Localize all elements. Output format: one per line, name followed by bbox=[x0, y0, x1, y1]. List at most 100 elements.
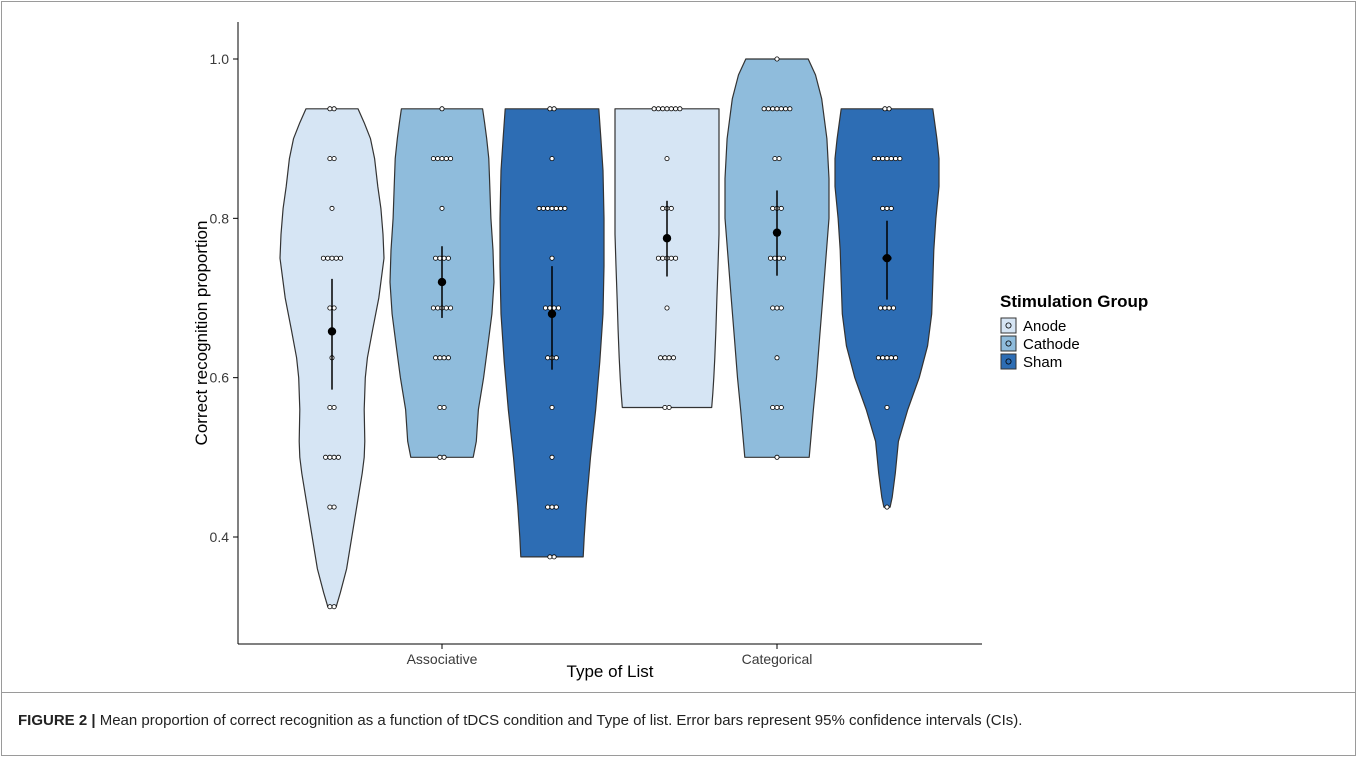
data-point bbox=[329, 255, 335, 261]
data-point bbox=[655, 106, 661, 112]
data-point bbox=[666, 355, 672, 361]
data-point bbox=[664, 156, 670, 162]
data-point bbox=[437, 355, 443, 361]
data-point bbox=[549, 205, 555, 211]
data-point bbox=[435, 305, 441, 311]
y-tick-label: 1.0 bbox=[210, 51, 230, 67]
data-point bbox=[666, 404, 672, 410]
data-point bbox=[878, 305, 884, 311]
data-point bbox=[437, 454, 443, 460]
data-point bbox=[545, 205, 551, 211]
data-point bbox=[778, 106, 784, 112]
data-point bbox=[439, 156, 445, 162]
legend-title: Stimulation Group bbox=[1000, 292, 1148, 311]
data-point bbox=[888, 355, 894, 361]
data-point bbox=[331, 404, 337, 410]
data-point bbox=[433, 355, 439, 361]
data-point bbox=[765, 106, 771, 112]
data-point bbox=[549, 255, 555, 261]
data-point bbox=[562, 205, 568, 211]
x-ticks: Associative Categorical bbox=[407, 644, 813, 667]
data-point bbox=[664, 305, 670, 311]
data-point bbox=[536, 205, 542, 211]
data-point bbox=[333, 255, 339, 261]
data-point bbox=[443, 305, 449, 311]
data-point bbox=[884, 205, 890, 211]
legend-label-anode: Anode bbox=[1023, 318, 1066, 335]
data-point bbox=[880, 156, 886, 162]
data-point bbox=[551, 554, 557, 560]
data-point bbox=[770, 305, 776, 311]
caption-divider bbox=[1, 692, 1356, 693]
data-point bbox=[888, 156, 894, 162]
data-point bbox=[320, 255, 326, 261]
x-tick-label: Associative bbox=[407, 651, 478, 667]
y-axis-title: Correct recognition proportion bbox=[192, 221, 211, 446]
data-point bbox=[323, 454, 329, 460]
figure-caption: FIGURE 2 | Mean proportion of correct re… bbox=[18, 712, 1022, 729]
legend-key-sham bbox=[1000, 353, 1017, 370]
data-point bbox=[671, 355, 677, 361]
data-point bbox=[761, 106, 767, 112]
data-point bbox=[888, 205, 894, 211]
data-point bbox=[664, 106, 670, 112]
data-point bbox=[329, 205, 335, 211]
data-point bbox=[551, 106, 557, 112]
data-point bbox=[774, 106, 780, 112]
data-point bbox=[448, 156, 454, 162]
data-point bbox=[549, 454, 555, 460]
data-point bbox=[549, 156, 555, 162]
data-point bbox=[441, 355, 447, 361]
data-point bbox=[553, 504, 559, 510]
data-point bbox=[327, 404, 333, 410]
data-point bbox=[774, 355, 780, 361]
data-point bbox=[774, 305, 780, 311]
data-point bbox=[880, 205, 886, 211]
data-point bbox=[875, 156, 881, 162]
data-point bbox=[662, 404, 668, 410]
data-point bbox=[884, 156, 890, 162]
data-point bbox=[891, 305, 897, 311]
y-tick-label: 0.6 bbox=[210, 370, 230, 386]
data-point bbox=[556, 305, 562, 311]
data-point bbox=[882, 305, 888, 311]
mean-point bbox=[772, 228, 782, 237]
data-point bbox=[547, 554, 553, 560]
data-point bbox=[871, 156, 877, 162]
data-point bbox=[553, 355, 559, 361]
data-point bbox=[445, 255, 451, 261]
data-point bbox=[778, 404, 784, 410]
data-point bbox=[660, 205, 666, 211]
violin-chart: 0.4 0.6 0.8 1.0 Associative Categorical Type… bbox=[192, 22, 1148, 681]
caption-text: Mean proportion of correct recognition a… bbox=[95, 712, 1023, 729]
data-point bbox=[673, 255, 679, 261]
data-point bbox=[540, 205, 546, 211]
data-point bbox=[327, 106, 333, 112]
data-point bbox=[886, 305, 892, 311]
data-point bbox=[543, 305, 549, 311]
data-point bbox=[660, 106, 666, 112]
data-point bbox=[668, 255, 674, 261]
data-point bbox=[776, 156, 782, 162]
data-point bbox=[778, 205, 784, 211]
data-point bbox=[781, 255, 787, 261]
data-point bbox=[547, 106, 553, 112]
x-tick-label: Categorical bbox=[742, 651, 813, 667]
data-point bbox=[338, 255, 344, 261]
data-point bbox=[893, 156, 899, 162]
data-point bbox=[651, 106, 657, 112]
data-point bbox=[441, 404, 447, 410]
data-point bbox=[448, 305, 454, 311]
mean-point bbox=[547, 309, 557, 319]
data-point bbox=[893, 355, 899, 361]
data-point bbox=[325, 255, 331, 261]
data-point bbox=[331, 156, 337, 162]
data-point bbox=[441, 454, 447, 460]
data-point bbox=[770, 106, 776, 112]
data-point bbox=[439, 106, 445, 112]
mean-point bbox=[327, 327, 337, 336]
data-point bbox=[897, 156, 903, 162]
means-layer bbox=[327, 190, 892, 390]
